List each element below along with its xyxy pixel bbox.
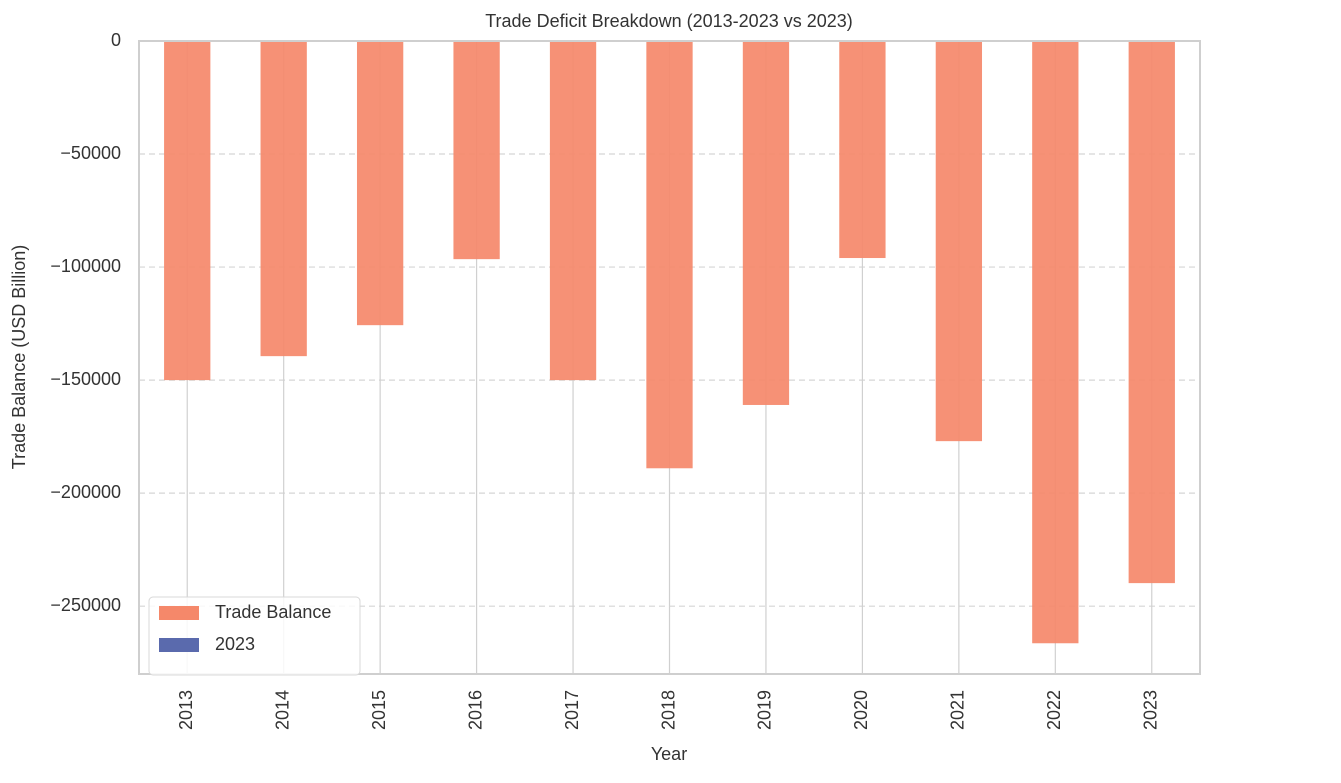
x-tick-label: 2017: [562, 690, 582, 730]
y-tick-label: −200000: [50, 482, 121, 502]
y-tick-label: 0: [111, 30, 121, 50]
bar: [646, 41, 693, 469]
x-tick-label: 2013: [176, 690, 196, 730]
bar: [839, 41, 886, 259]
x-tick-label: 2020: [851, 690, 871, 730]
bar: [1128, 41, 1175, 584]
bar: [453, 41, 500, 260]
y-axis-label: Trade Balance (USD Billion): [9, 245, 29, 469]
x-tick-label: 2021: [948, 690, 968, 730]
bar: [742, 41, 790, 405]
x-tick-label: 2015: [369, 690, 389, 730]
legend-swatch: [159, 638, 199, 652]
plot-frame: [138, 40, 1201, 675]
x-tick-label: 2018: [658, 690, 678, 730]
x-tick-label: 2022: [1044, 690, 1064, 730]
bar: [356, 41, 404, 326]
x-axis-label: Year: [651, 744, 687, 764]
legend-label: 2023: [215, 634, 255, 654]
bar: [260, 41, 307, 357]
x-tick-label: 2016: [465, 690, 485, 730]
bar: [549, 41, 597, 381]
legend-label: Trade Balance: [215, 602, 331, 622]
bar: [164, 41, 211, 381]
y-tick-label: −100000: [50, 256, 121, 276]
x-tick-label: 2019: [755, 690, 775, 730]
bar: [1032, 41, 1079, 644]
chart-title: Trade Deficit Breakdown (2013-2023 vs 20…: [485, 11, 853, 31]
x-tick-label: 2014: [272, 690, 292, 730]
legend-swatch: [159, 606, 199, 620]
legend-box: [148, 596, 361, 676]
y-tick-label: −250000: [50, 595, 121, 615]
y-tick-label: −150000: [50, 369, 121, 389]
bar: [935, 41, 983, 442]
y-tick-label: −50000: [60, 143, 121, 163]
x-tick-label: 2023: [1141, 690, 1161, 730]
